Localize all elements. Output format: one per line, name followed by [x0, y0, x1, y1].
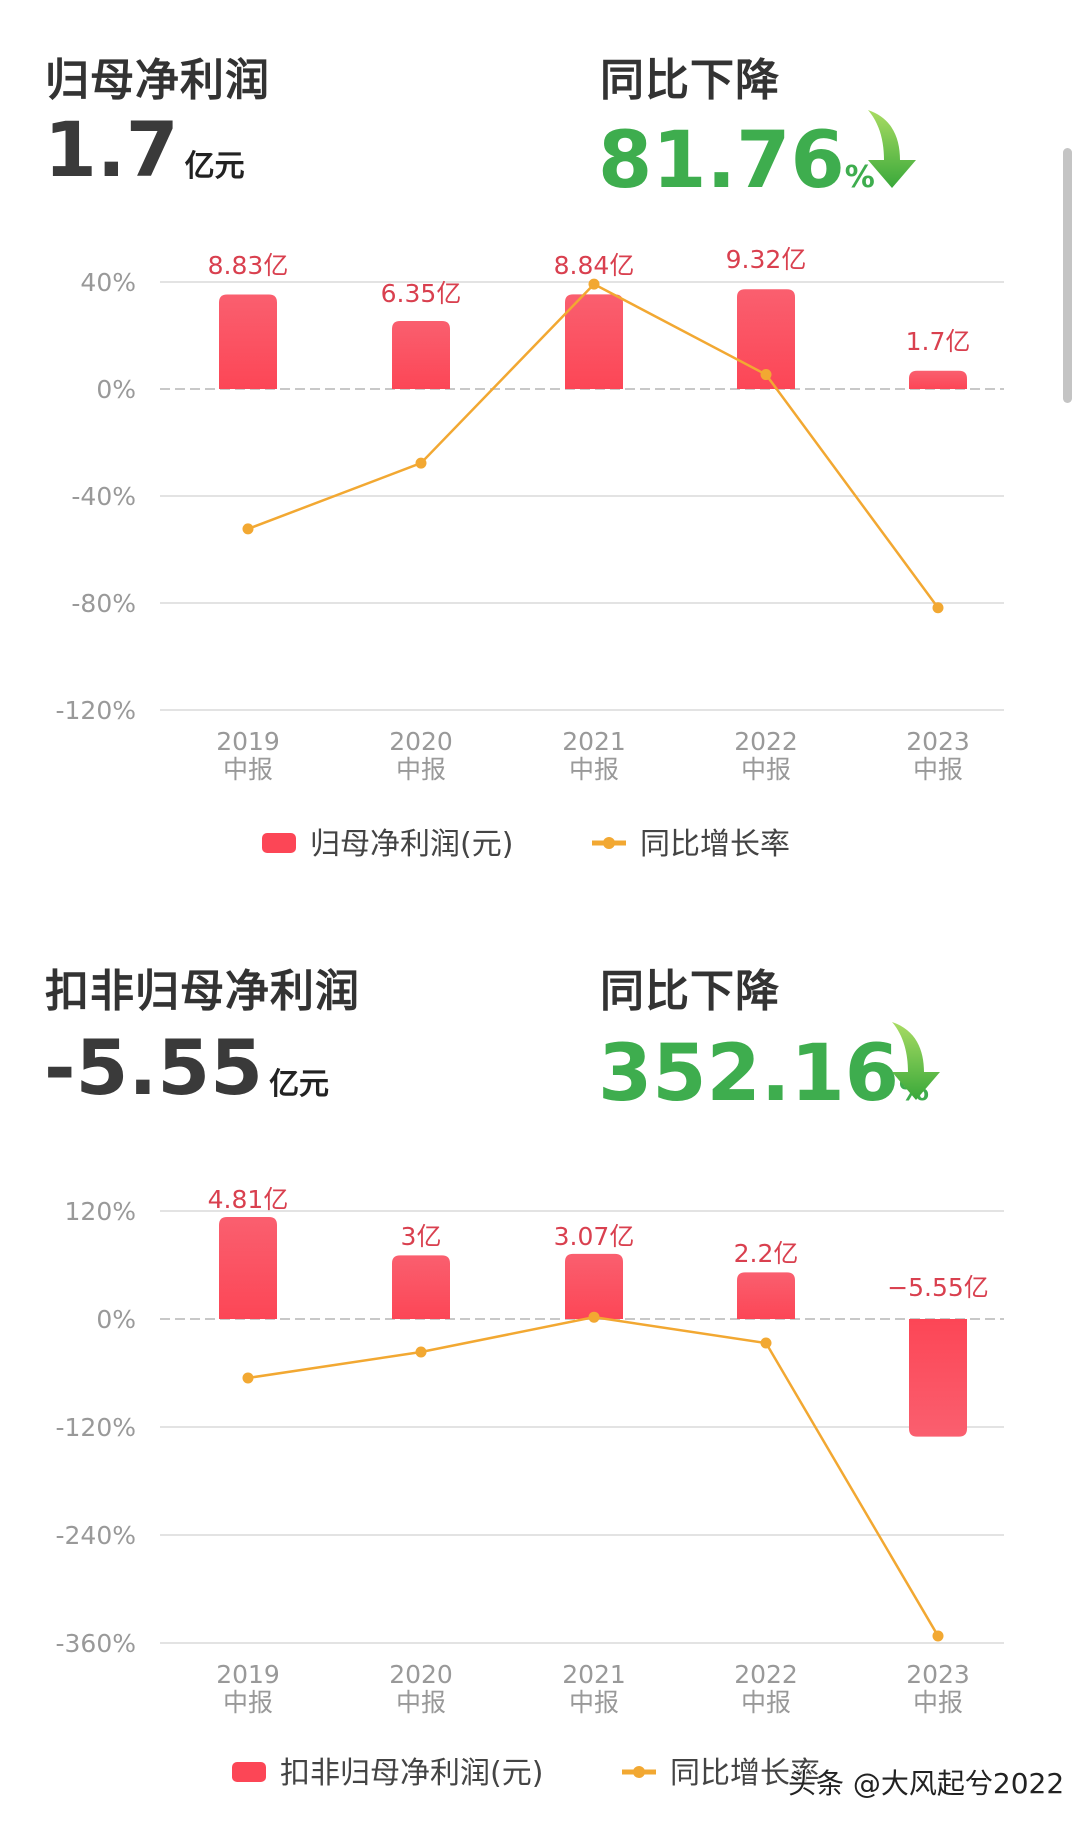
bar[interactable] — [565, 1253, 623, 1319]
x-tick-year: 2021 — [562, 727, 626, 756]
growth-rate-line — [247, 1315, 940, 1637]
y-tick-label: 40% — [80, 268, 136, 297]
legend-label: 扣非归母净利润(元) — [280, 1756, 543, 1791]
y-tick-label: -120% — [56, 696, 137, 725]
bar[interactable] — [737, 1272, 795, 1319]
net-profit-change-label: 同比下降 — [600, 55, 780, 106]
y-tick-label: -120% — [56, 1413, 137, 1442]
down-arrow-icon — [892, 1022, 940, 1100]
legend-label: 同比增长率 — [670, 1756, 820, 1791]
bar-value-label: 8.84亿 — [554, 251, 635, 280]
bar[interactable] — [737, 289, 795, 389]
x-tick-suffix: 中报 — [741, 1688, 791, 1717]
legend-item-line[interactable]: 同比增长率 — [592, 827, 790, 860]
x-tick-year: 2019 — [216, 1660, 280, 1689]
x-tick-suffix: 中报 — [223, 1688, 273, 1717]
net-profit-title: 归母净利润 — [45, 55, 270, 106]
bar[interactable] — [909, 1319, 967, 1437]
deducted-net-profit-amount: -5.55 — [44, 1023, 264, 1112]
bar[interactable] — [565, 294, 623, 389]
y-tick-label: 0% — [96, 1305, 136, 1334]
y-tick-label: 0% — [96, 375, 136, 404]
deducted-net-profit-change-value: 352.16% — [598, 1035, 929, 1113]
x-tick-year: 2022 — [734, 727, 798, 756]
legend-label: 同比增长率 — [640, 827, 790, 860]
x-tick-suffix: 中报 — [913, 1688, 963, 1717]
bar-value-label: 4.81亿 — [208, 1185, 289, 1214]
bar-value-label: 8.83亿 — [208, 251, 289, 280]
growth-rate-point[interactable] — [932, 602, 944, 614]
growth-rate-point[interactable] — [415, 1346, 427, 1358]
x-tick-suffix: 中报 — [396, 755, 446, 784]
net-profit-amount: 1.7 — [44, 105, 179, 194]
bar[interactable] — [392, 1255, 450, 1319]
y-tick-label: -40% — [71, 482, 136, 511]
bar[interactable] — [219, 294, 277, 389]
bar[interactable] — [909, 370, 967, 389]
y-tick-label: -80% — [71, 589, 136, 618]
growth-rate-point[interactable] — [932, 1630, 944, 1642]
deducted-net-profit-unit: 亿元 — [269, 1067, 330, 1102]
net-profit-change-number: 81.76 — [598, 116, 845, 206]
legend-label: 归母净利润(元) — [310, 827, 513, 860]
x-tick-year: 2023 — [906, 727, 970, 756]
down-arrow-icon — [868, 110, 916, 188]
x-tick-year: 2023 — [906, 1660, 970, 1689]
deducted-net-profit-change-number: 352.16 — [598, 1029, 899, 1119]
watermark: 头条 @大风起兮2022 — [788, 1767, 1065, 1800]
x-tick-suffix: 中报 — [569, 755, 619, 784]
x-tick-year: 2020 — [389, 727, 453, 756]
x-tick-suffix: 中报 — [569, 1688, 619, 1717]
bar-value-label: 6.35亿 — [381, 279, 462, 308]
y-tick-label: -360% — [56, 1629, 137, 1658]
bar-value-label: 9.32亿 — [726, 245, 807, 274]
legend-item-bar[interactable]: 扣非归母净利润(元) — [232, 1756, 543, 1791]
net-profit-change-unit: % — [844, 160, 875, 195]
legend: 扣非归母净利润(元) 同比增长率 — [232, 1756, 820, 1791]
growth-rate-point[interactable] — [588, 1311, 600, 1323]
net-profit-change-value: 81.76% — [598, 122, 875, 200]
bar-value-label: 2.2亿 — [734, 1239, 799, 1268]
y-tick-label: 120% — [65, 1197, 136, 1226]
bar-legend-icon — [262, 833, 296, 853]
growth-rate-point[interactable] — [588, 278, 600, 290]
deducted-net-profit-value: -5.55 亿元 — [44, 1030, 329, 1106]
scrollbar[interactable] — [1063, 148, 1072, 403]
net-profit-value: 1.7 亿元 — [44, 112, 245, 188]
legend: 归母净利润(元) 同比增长率 — [262, 827, 790, 860]
x-tick-year: 2022 — [734, 1660, 798, 1689]
x-tick-suffix: 中报 — [223, 755, 273, 784]
legend-item-bar[interactable]: 归母净利润(元) — [262, 827, 513, 860]
growth-rate-point[interactable] — [760, 369, 772, 381]
x-tick-year: 2021 — [562, 1660, 626, 1689]
legend-item-line[interactable]: 同比增长率 — [622, 1756, 820, 1791]
bar[interactable] — [392, 321, 450, 389]
x-tick-suffix: 中报 — [396, 1688, 446, 1717]
bar-legend-icon — [232, 1762, 266, 1782]
bar[interactable] — [219, 1217, 277, 1319]
y-tick-label: -240% — [56, 1521, 137, 1550]
growth-rate-point[interactable] — [760, 1337, 772, 1349]
deducted-net-profit-chart: 120% 0% -120% -240% -360% 4.81亿 3亿 3.07亿 2.2亿 −5.… — [56, 1185, 1004, 1791]
bar-value-label: 3亿 — [401, 1222, 442, 1251]
deducted-net-profit-title: 扣非归母净利润 — [45, 966, 360, 1017]
net-profit-unit: 亿元 — [184, 149, 245, 184]
x-tick-suffix: 中报 — [741, 755, 791, 784]
growth-rate-point[interactable] — [242, 523, 254, 535]
growth-rate-point[interactable] — [415, 457, 427, 469]
x-tick-year: 2019 — [216, 727, 280, 756]
bar-value-label: 1.7亿 — [906, 327, 971, 356]
x-tick-year: 2020 — [389, 1660, 453, 1689]
x-tick-suffix: 中报 — [913, 755, 963, 784]
deducted-net-profit-change-label: 同比下降 — [600, 966, 780, 1017]
bar-value-label: 3.07亿 — [554, 1222, 635, 1251]
net-profit-chart: 40% 0% -40% -80% -120% 8.83亿 6.35亿 8.84亿 9.32亿 1.… — [56, 245, 1004, 860]
bar-value-label: −5.55亿 — [887, 1273, 989, 1302]
growth-rate-point[interactable] — [242, 1372, 254, 1384]
